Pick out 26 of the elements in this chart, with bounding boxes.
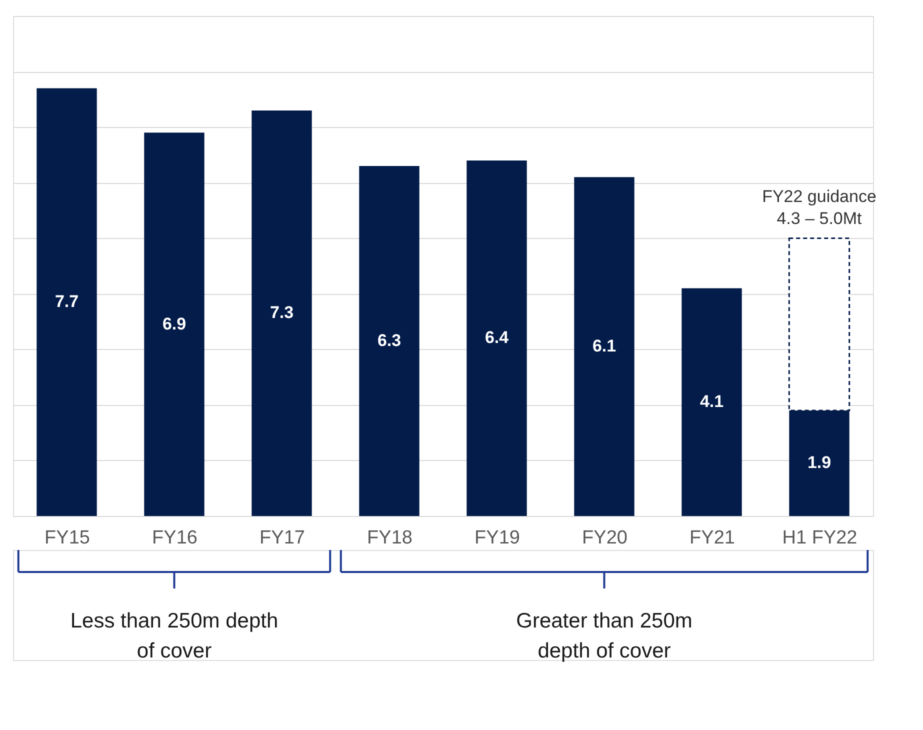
data-label: 4.1 — [700, 392, 724, 412]
x-tick-label: H1 FY22 — [782, 528, 858, 548]
data-label: 6.3 — [377, 331, 402, 350]
text: Greater than 250m depth of cover — [516, 610, 692, 662]
data-label: 7.7 — [54, 292, 79, 312]
data-label: 7.3 — [270, 303, 294, 322]
x-tick-label: FY17 — [260, 528, 305, 548]
data-label: 6.4 — [484, 328, 510, 348]
data-label: 6.9 — [162, 314, 186, 334]
bar — [144, 132, 204, 516]
bar — [574, 177, 634, 516]
data-label: 1.9 — [807, 453, 832, 472]
x-tick-label: FY21 — [690, 528, 735, 548]
bar — [252, 110, 312, 516]
text: Less than 250m depth of cover — [70, 610, 278, 662]
x-tick-label: FY18 — [367, 528, 412, 548]
bar — [466, 160, 527, 516]
bar — [682, 288, 742, 516]
x-tick-label: FY20 — [582, 528, 628, 548]
x-tick-label: FY19 — [474, 528, 520, 548]
bar — [359, 166, 420, 516]
annotation: FY22 guidance 4.3 – 5.0Mt — [762, 187, 876, 228]
x-tick-label: FY16 — [152, 528, 198, 548]
x-tick-label: FY15 — [44, 528, 90, 548]
data-label: 6.1 — [592, 336, 616, 356]
bar — [36, 88, 97, 516]
